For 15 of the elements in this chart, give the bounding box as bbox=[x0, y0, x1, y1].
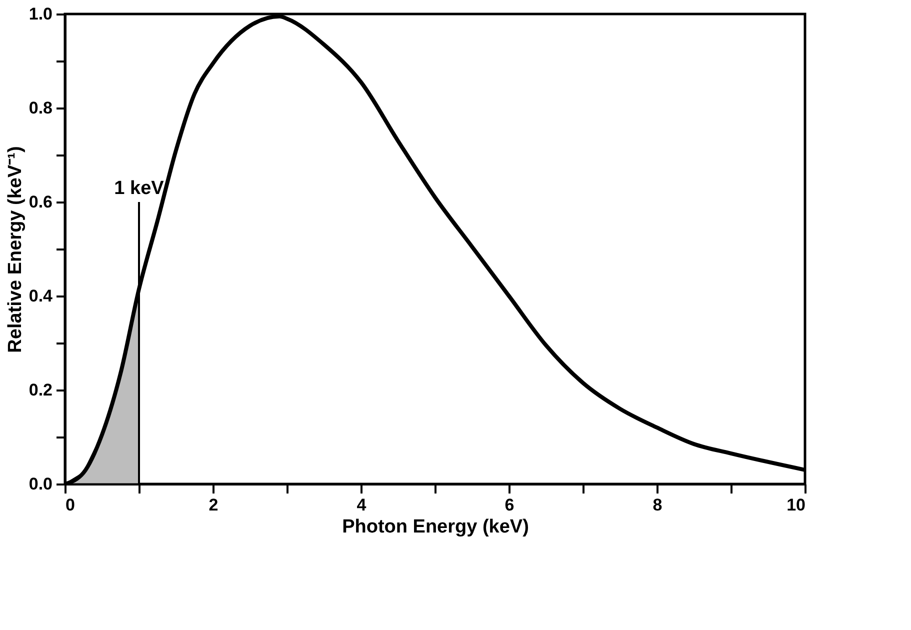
x-tick-label: 2 bbox=[208, 496, 218, 514]
x-axis-title: Photon Energy (keV) bbox=[342, 516, 529, 538]
x-tick-label: 0 bbox=[66, 496, 75, 514]
x-tick-label: 4 bbox=[356, 496, 367, 514]
x-tick-label: 6 bbox=[504, 496, 514, 514]
ref-line-label: 1 keV bbox=[114, 178, 164, 199]
y-tick-label: 0.4 bbox=[28, 286, 54, 306]
y-tick-label: 0.0 bbox=[28, 474, 52, 494]
x-tick-label: 10 bbox=[786, 496, 806, 514]
y-tick-label: 0.2 bbox=[28, 380, 52, 400]
y-tick-label: 0.8 bbox=[28, 98, 52, 118]
y-axis-title: Relative Energy (keV⁻¹) bbox=[4, 146, 26, 353]
y-tick-label: 0.6 bbox=[28, 192, 52, 212]
y-tick-label: 1.0 bbox=[28, 4, 52, 24]
x-tick-label: 8 bbox=[652, 496, 662, 514]
